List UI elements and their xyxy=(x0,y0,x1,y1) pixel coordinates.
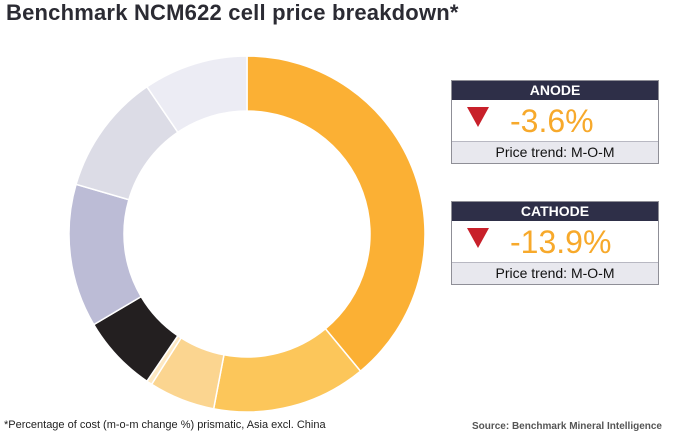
anode-header: ANODE xyxy=(452,81,658,100)
cathode-trend-label: Price trend: M-O-M xyxy=(452,262,658,284)
anode-card: ANODE -3.6% Price trend: M-O-M xyxy=(451,80,659,164)
footnote: *Percentage of cost (m-o-m change %) pri… xyxy=(4,419,326,431)
anode-trend-label: Price trend: M-O-M xyxy=(452,141,658,163)
down-triangle-icon xyxy=(467,228,489,248)
cathode-card: CATHODE -13.9% Price trend: M-O-M xyxy=(451,201,659,285)
cathode-change-value: -13.9% xyxy=(510,224,612,260)
down-triangle-icon xyxy=(467,107,489,127)
source-note: Source: Benchmark Mineral Intelligence xyxy=(471,421,662,432)
anode-change-value: -3.6% xyxy=(510,103,594,139)
cathode-header: CATHODE xyxy=(452,202,658,221)
donut-slice-6 xyxy=(68,183,143,326)
donut-slice-1 xyxy=(246,55,426,373)
donut-slice-8 xyxy=(145,55,248,134)
donut-chart xyxy=(68,55,426,413)
page-title: Benchmark NCM622 cell price breakdown* xyxy=(6,0,459,25)
